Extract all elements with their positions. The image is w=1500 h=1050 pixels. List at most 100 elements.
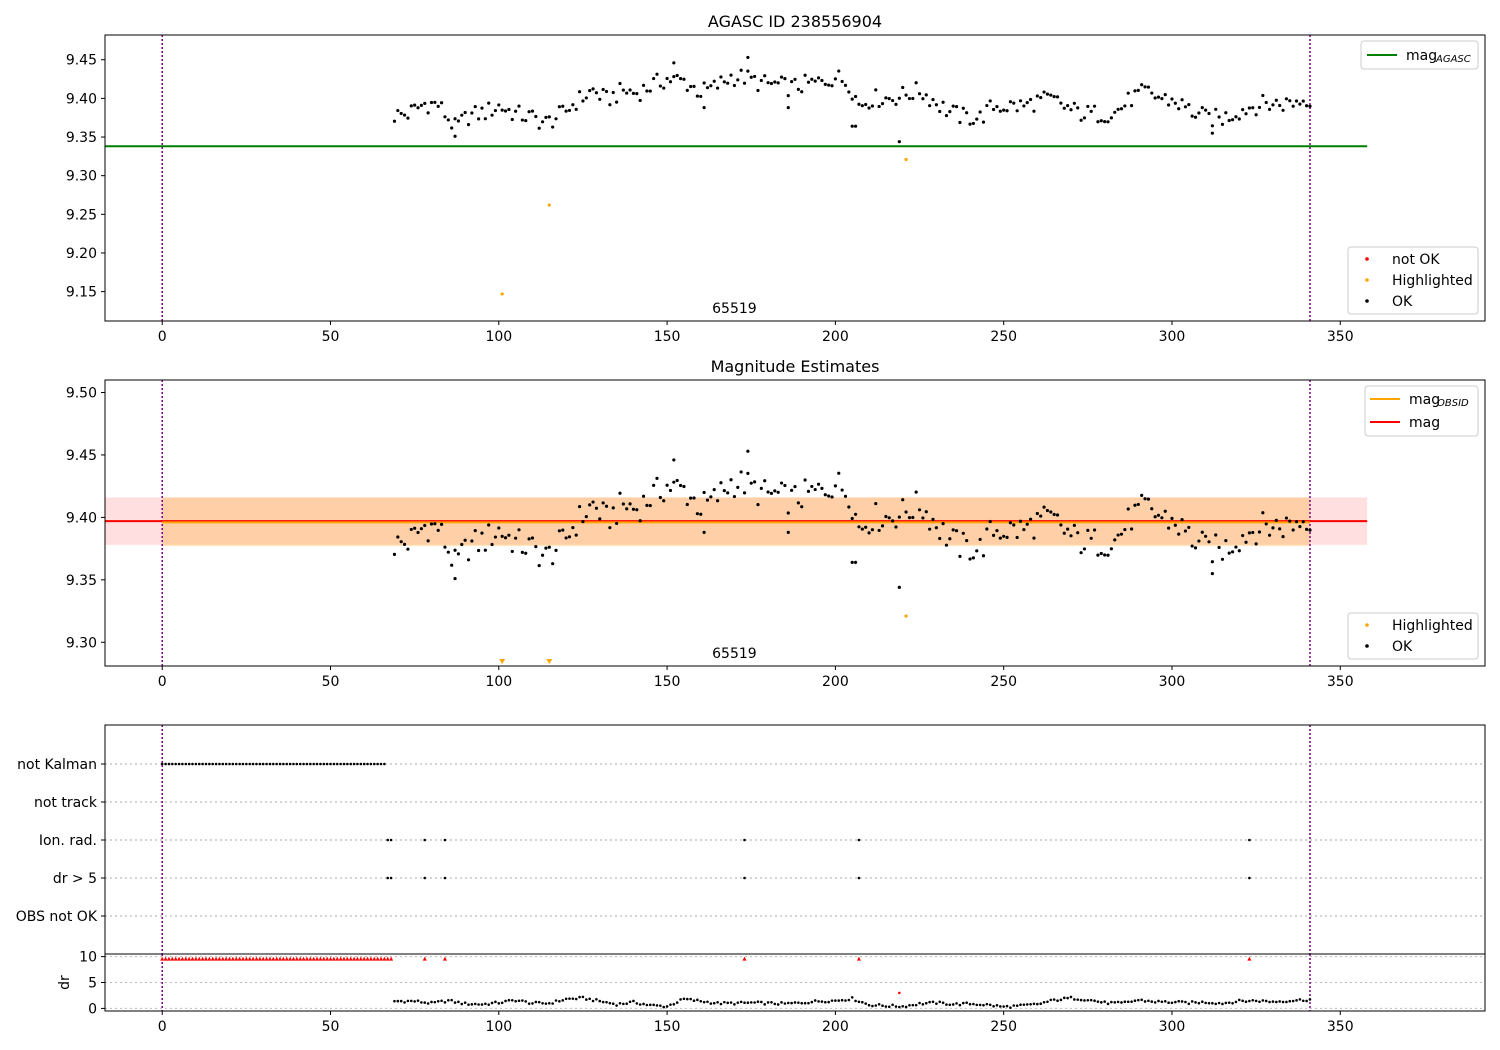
x-tick-label: 100 [485, 1019, 512, 1035]
dr-point [1231, 1001, 1234, 1005]
ok-point [726, 491, 730, 495]
dr-point [527, 1002, 531, 1005]
dr-point [861, 1000, 864, 1004]
dr-point [622, 1002, 625, 1006]
ok-point [1187, 525, 1191, 530]
dr-point [524, 1000, 528, 1003]
ok-point [1015, 109, 1019, 113]
dr-point [1147, 999, 1150, 1003]
ok-point [571, 526, 575, 530]
ok-point [493, 535, 498, 539]
dr-point [638, 1003, 642, 1006]
dr-point [1066, 996, 1069, 1000]
ok-point [392, 552, 397, 556]
ok-point [668, 488, 673, 493]
ok-point [739, 470, 743, 474]
ok-point [399, 111, 403, 116]
ok-point [517, 528, 521, 532]
ok-point [870, 528, 875, 532]
ok-point [938, 536, 942, 541]
ok-point [419, 527, 423, 531]
ok-point [1022, 527, 1026, 532]
y-tick-label: 9.15 [66, 285, 97, 301]
dr-point [406, 999, 410, 1003]
ok-point [1150, 91, 1154, 95]
dr-point [746, 1001, 750, 1005]
ok-point [1123, 527, 1127, 532]
dr-point [1106, 1002, 1110, 1006]
ok-point [621, 88, 625, 92]
dr-capped-marker [237, 956, 242, 961]
ok-point [904, 93, 908, 97]
dr-point [440, 999, 443, 1003]
ok-point [1251, 530, 1255, 535]
flag-label: dr > 5 [53, 871, 97, 887]
ok-point [1140, 493, 1144, 497]
ok-point [497, 103, 501, 107]
dr-point [679, 998, 682, 1001]
flag-point [423, 876, 427, 880]
ok-point [477, 548, 481, 553]
flag-point [194, 762, 198, 766]
ok-point [850, 97, 854, 101]
dr-point [585, 998, 588, 1001]
flag-point [271, 762, 275, 766]
flag-point [325, 762, 329, 766]
flag-point [379, 762, 383, 766]
ok-point [1062, 531, 1066, 535]
ok-point [850, 124, 854, 128]
ok-point [1254, 542, 1258, 546]
ok-point [1103, 553, 1107, 557]
dr-point [840, 998, 844, 1002]
dr-point [719, 1002, 723, 1006]
ok-point [1173, 101, 1177, 105]
ok-point [736, 78, 740, 82]
dr-point [1207, 1001, 1211, 1005]
ok-point [493, 108, 498, 113]
ok-point [776, 490, 780, 494]
ok-point [1170, 97, 1174, 101]
dr-point [1254, 999, 1258, 1003]
ok-point [1049, 510, 1053, 514]
dr-capped-marker [385, 956, 390, 961]
x-tick-label: 0 [158, 674, 167, 690]
y-axis-label: dr [57, 975, 73, 990]
dr-point [510, 998, 514, 1002]
ok-point [1180, 98, 1184, 102]
ok-point [436, 528, 440, 532]
ok-point [1153, 515, 1157, 519]
flag-point [204, 762, 208, 766]
ok-point [547, 115, 551, 119]
ok-point [625, 91, 629, 95]
dr-point [1157, 999, 1160, 1003]
flag-point [857, 838, 861, 842]
flag-point [221, 762, 225, 766]
ok-point [594, 506, 599, 510]
ok-point [510, 117, 514, 122]
ok-point [786, 511, 790, 515]
ok-point [891, 519, 895, 523]
dr-capped-marker [247, 956, 252, 961]
ok-point [931, 517, 935, 521]
dr-capped-marker [372, 956, 377, 961]
ok-point [800, 90, 804, 94]
ok-point [1018, 99, 1023, 103]
dr-point [689, 997, 692, 1001]
dr-point [945, 1003, 948, 1006]
ok-point [672, 458, 676, 462]
ok-point [466, 558, 471, 562]
dr-point [1002, 1005, 1005, 1008]
dr-point [756, 1000, 760, 1004]
ok-point [806, 80, 811, 84]
dr-capped-marker [267, 956, 272, 961]
dr-point [706, 1000, 709, 1004]
ok-point [530, 109, 535, 113]
legend-label-sub: OBSID [1437, 398, 1469, 409]
ok-point [709, 495, 713, 499]
ok-point [1146, 85, 1151, 89]
dr-point [716, 1000, 719, 1004]
dr-capped-marker [251, 956, 256, 961]
ok-point [1237, 549, 1241, 553]
ok-point [978, 110, 982, 114]
ok-point [742, 81, 747, 85]
